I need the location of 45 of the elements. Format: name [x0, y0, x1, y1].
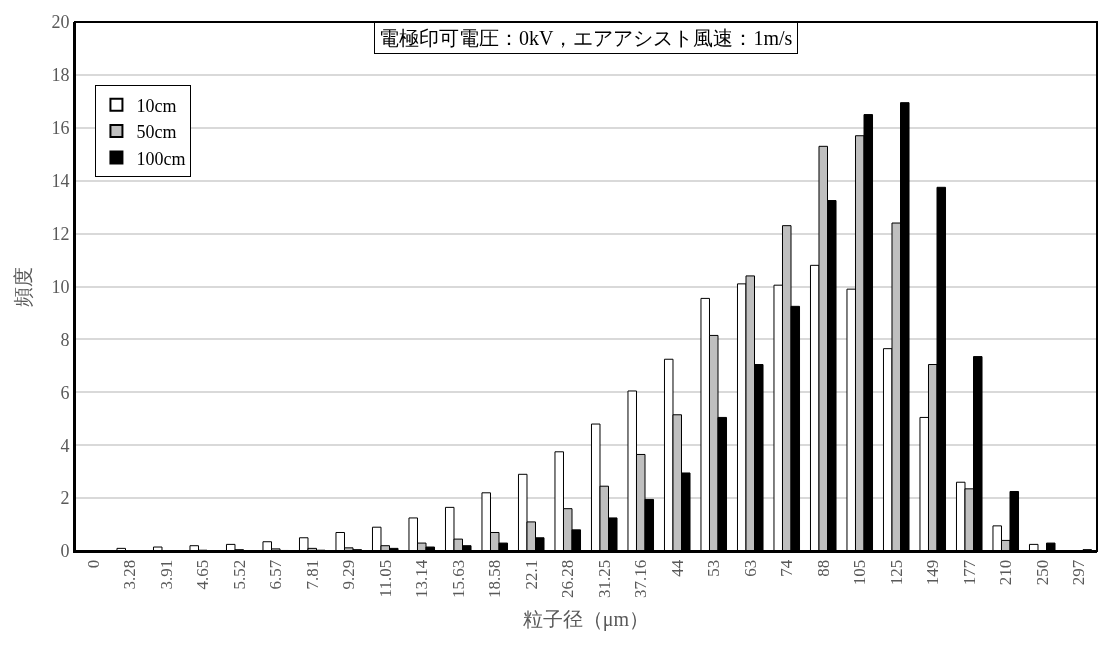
x-tick-label: 297 — [1069, 559, 1089, 586]
y-tick-label: 2 — [60, 488, 70, 509]
y-axis-title: 頻度 — [12, 266, 35, 307]
x-tick-label: 88 — [813, 559, 833, 577]
x-tick-label: 26.28 — [558, 559, 578, 599]
x-tick-label: 22.1 — [521, 559, 541, 590]
x-tick-label: 4.65 — [193, 559, 213, 590]
x-tick-label: 13.14 — [412, 559, 432, 599]
y-tick-label: 18 — [51, 65, 70, 86]
x-tick-label: 3.91 — [156, 559, 176, 590]
x-tick-label: 63 — [740, 559, 760, 577]
y-tick-label: 6 — [60, 382, 70, 403]
legend-label: 10cm — [136, 95, 177, 116]
x-tick-label: 105 — [850, 559, 870, 586]
x-tick-label: 44 — [667, 559, 687, 577]
y-tick-label: 20 — [51, 12, 70, 33]
x-tick-label: 53 — [704, 559, 724, 577]
y-tick-label: 8 — [60, 329, 70, 350]
x-tick-label: 7.81 — [302, 559, 322, 590]
x-tick-label: 15.63 — [448, 559, 468, 599]
legend-label: 100cm — [136, 148, 186, 169]
x-tick-label: 11.05 — [375, 559, 395, 598]
x-tick-label: 18.58 — [485, 559, 505, 599]
x-tick-label: 3.28 — [120, 559, 140, 590]
x-tick-label: 9.29 — [339, 559, 359, 590]
y-tick-label: 4 — [60, 435, 70, 456]
x-tick-label: 149 — [923, 559, 943, 586]
y-tick-label: 12 — [51, 223, 70, 244]
x-tick-label: 6.57 — [266, 559, 286, 590]
x-tick-label: 74 — [777, 559, 797, 577]
x-tick-label: 0 — [83, 559, 103, 569]
y-tick-label: 16 — [51, 118, 70, 139]
x-axis-title: 粒子径（μm） — [522, 608, 650, 632]
x-tick-label: 125 — [886, 559, 906, 586]
legend-label: 50cm — [136, 122, 177, 143]
x-tick-label: 31.25 — [594, 559, 614, 599]
x-tick-label: 177 — [959, 559, 979, 586]
x-tick-label: 37.16 — [631, 559, 651, 599]
x-tick-label: 5.52 — [229, 559, 249, 590]
x-tick-label: 210 — [996, 559, 1016, 586]
x-tick-label: 250 — [1032, 559, 1052, 586]
y-tick-label: 10 — [51, 276, 70, 297]
y-tick-label: 14 — [51, 171, 70, 191]
y-tick-label: 0 — [60, 541, 70, 562]
chart-title: 電極印可電圧：0kV，エアアシスト風速：1m/s — [379, 27, 793, 49]
